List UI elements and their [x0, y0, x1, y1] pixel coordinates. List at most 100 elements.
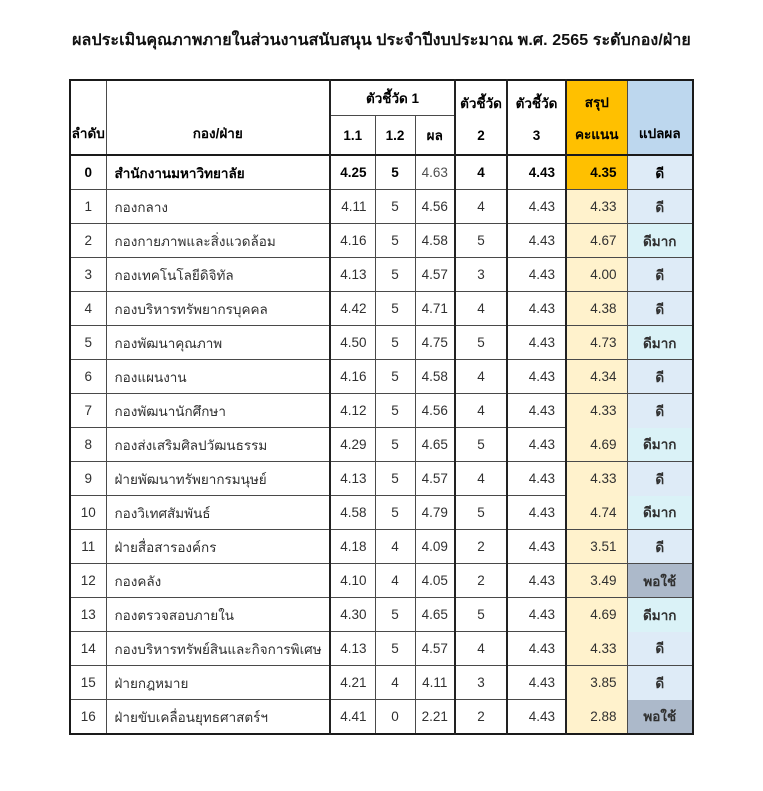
cell-order: 4	[69, 291, 107, 326]
header-division: กอง/ฝ่าย	[105, 79, 331, 156]
cell-indicator1-1: 4.13	[329, 461, 376, 496]
cell-indicator1-2: 5	[374, 257, 416, 292]
cell-indicator1-result: 4.58	[414, 223, 456, 258]
cell-division-name: กองส่งเสริมศิลปวัฒนธรรม	[105, 427, 331, 462]
cell-indicator3: 4.43	[506, 665, 567, 700]
cell-indicator3: 4.43	[506, 461, 567, 496]
cell-division-name: กองพัฒนานักศึกษา	[105, 393, 331, 428]
cell-order: 8	[69, 427, 107, 462]
cell-indicator1-2: 4	[374, 529, 416, 564]
cell-order: 11	[69, 529, 107, 564]
cell-indicator2: 4	[454, 154, 508, 190]
cell-indicator2: 5	[454, 325, 508, 360]
cell-indicator1-result: 4.58	[414, 359, 456, 394]
cell-summary-score: 4.67	[565, 223, 628, 258]
header-indicator3: ตัวชี้วัด 3	[506, 79, 567, 156]
cell-indicator2: 2	[454, 529, 508, 564]
cell-indicator1-2: 5	[374, 291, 416, 326]
cell-interpretation: พอใช้	[626, 563, 694, 598]
cell-indicator1-1: 4.29	[329, 427, 376, 462]
cell-division-name: กองกายภาพและสิ่งแวดล้อม	[105, 223, 331, 258]
cell-indicator1-1: 4.21	[329, 665, 376, 700]
cell-indicator3: 4.43	[506, 699, 567, 735]
cell-indicator3: 4.43	[506, 563, 567, 598]
cell-interpretation: ดีมาก	[626, 597, 694, 632]
cell-indicator1-result: 4.11	[414, 665, 456, 700]
cell-indicator3: 4.43	[506, 359, 567, 394]
header-indicator2: ตัวชี้วัด 2	[454, 79, 508, 156]
cell-interpretation: ดีมาก	[626, 495, 694, 530]
table-row: 13 กองตรวจสอบภายใน 4.30 5 4.65 5 4.43 4.…	[69, 597, 694, 632]
cell-indicator3: 4.43	[506, 189, 567, 224]
cell-division-name: ฝ่ายกฎหมาย	[105, 665, 331, 700]
cell-division-name: สำนักงานมหาวิทยาลัย	[105, 154, 331, 190]
header-order: ลำดับ	[69, 79, 107, 156]
cell-division-name: ฝ่ายขับเคลื่อนยุทธศาสตร์ฯ	[105, 699, 331, 735]
table-row: 15 ฝ่ายกฎหมาย 4.21 4 4.11 3 4.43 3.85 ดี	[69, 665, 694, 700]
cell-indicator1-1: 4.18	[329, 529, 376, 564]
cell-indicator1-result: 4.57	[414, 461, 456, 496]
cell-interpretation: ดี	[626, 665, 694, 700]
cell-indicator3: 4.43	[506, 495, 567, 530]
cell-indicator1-1: 4.41	[329, 699, 376, 735]
cell-interpretation: ดี	[626, 359, 694, 394]
cell-indicator1-2: 5	[374, 223, 416, 258]
cell-indicator2: 4	[454, 189, 508, 224]
cell-indicator1-result: 4.65	[414, 427, 456, 462]
assessment-table: ลำดับ กอง/ฝ่าย ตัวชี้วัด 1 ตัวชี้วัด 2 ต…	[69, 79, 694, 735]
header-summary-line1: สรุป	[584, 94, 609, 110]
header-interpretation: แปลผล	[626, 79, 694, 156]
cell-order: 15	[69, 665, 107, 700]
header-sub-1-1: 1.1	[329, 115, 376, 156]
table-row: 0 สำนักงานมหาวิทยาลัย 4.25 5 4.63 4 4.43…	[69, 154, 694, 190]
cell-indicator3: 4.43	[506, 393, 567, 428]
page: ผลประเมินคุณภาพภายในส่วนงานสนับสนุน ประจ…	[69, 32, 694, 735]
cell-indicator1-2: 5	[374, 393, 416, 428]
cell-indicator1-1: 4.30	[329, 597, 376, 632]
table-header: ลำดับ กอง/ฝ่าย ตัวชี้วัด 1 ตัวชี้วัด 2 ต…	[69, 79, 694, 156]
cell-indicator3: 4.43	[506, 631, 567, 666]
cell-interpretation: ดี	[626, 529, 694, 564]
table-body: 0 สำนักงานมหาวิทยาลัย 4.25 5 4.63 4 4.43…	[69, 154, 694, 735]
cell-summary-score: 4.38	[565, 291, 628, 326]
cell-interpretation: ดีมาก	[626, 325, 694, 360]
cell-summary-score: 4.33	[565, 189, 628, 224]
cell-interpretation: ดี	[626, 393, 694, 428]
cell-order: 16	[69, 699, 107, 735]
cell-indicator2: 2	[454, 563, 508, 598]
table-row: 12 กองคลัง 4.10 4 4.05 2 4.43 3.49 พอใช้	[69, 563, 694, 598]
table-row: 1 กองกลาง 4.11 5 4.56 4 4.43 4.33 ดี	[69, 189, 694, 224]
cell-indicator3: 4.43	[506, 597, 567, 632]
cell-summary-score: 4.00	[565, 257, 628, 292]
cell-indicator1-1: 4.16	[329, 223, 376, 258]
cell-indicator1-2: 5	[374, 189, 416, 224]
cell-indicator1-1: 4.58	[329, 495, 376, 530]
cell-indicator1-result: 2.21	[414, 699, 456, 735]
cell-order: 13	[69, 597, 107, 632]
cell-indicator1-result: 4.79	[414, 495, 456, 530]
cell-indicator3: 4.43	[506, 223, 567, 258]
cell-indicator1-2: 5	[374, 631, 416, 666]
cell-indicator1-2: 5	[374, 427, 416, 462]
cell-indicator1-result: 4.56	[414, 189, 456, 224]
cell-interpretation: พอใช้	[626, 699, 694, 735]
table-row: 16 ฝ่ายขับเคลื่อนยุทธศาสตร์ฯ 4.41 0 2.21…	[69, 699, 694, 735]
cell-indicator1-1: 4.50	[329, 325, 376, 360]
header-indicator2-line1: ตัวชี้วัด	[460, 96, 502, 112]
cell-indicator1-result: 4.65	[414, 597, 456, 632]
cell-indicator1-2: 5	[374, 359, 416, 394]
cell-interpretation: ดี	[626, 461, 694, 496]
table-row: 7 กองพัฒนานักศึกษา 4.12 5 4.56 4 4.43 4.…	[69, 393, 694, 428]
cell-division-name: กองคลัง	[105, 563, 331, 598]
cell-indicator1-result: 4.56	[414, 393, 456, 428]
cell-indicator1-1: 4.10	[329, 563, 376, 598]
cell-indicator3: 4.43	[506, 427, 567, 462]
page-title: ผลประเมินคุณภาพภายในส่วนงานสนับสนุน ประจ…	[72, 32, 691, 49]
cell-division-name: ฝ่ายสื่อสารองค์กร	[105, 529, 331, 564]
cell-indicator3: 4.43	[506, 325, 567, 360]
cell-division-name: กองกลาง	[105, 189, 331, 224]
table-row: 14 กองบริหารทรัพย์สินและกิจการพิเศษ 4.13…	[69, 631, 694, 666]
table-row: 3 กองเทคโนโลยีดิจิทัล 4.13 5 4.57 3 4.43…	[69, 257, 694, 292]
cell-indicator1-2: 0	[374, 699, 416, 735]
cell-interpretation: ดีมาก	[626, 223, 694, 258]
